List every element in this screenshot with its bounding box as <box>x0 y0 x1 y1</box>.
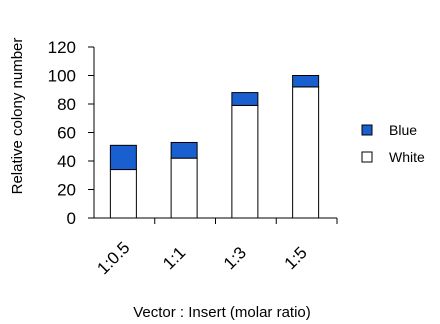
legend: Blue White <box>349 111 439 173</box>
y-tick-label: 60 <box>57 124 76 143</box>
y-tick-label: 100 <box>48 67 76 86</box>
legend-swatch-white <box>361 151 373 163</box>
bar-white-1 <box>109 169 137 219</box>
bar-blue-3 <box>231 92 259 106</box>
y-tick-label: 40 <box>57 152 76 171</box>
bar-white-3 <box>231 104 259 219</box>
legend-label-blue: Blue <box>389 122 417 138</box>
y-tick-label: 80 <box>57 95 76 114</box>
bar-white-2 <box>170 157 198 219</box>
x-tick-label: 1:0.5 <box>93 238 133 278</box>
x-tick-label: 1:5 <box>281 243 311 273</box>
y-tick-label: 0 <box>67 209 76 228</box>
legend-label-white: White <box>389 149 425 165</box>
x-axis-title: Vector : Insert (molar ratio) <box>133 304 311 321</box>
bar-white-4 <box>292 86 320 219</box>
bar-blue-1 <box>109 144 137 171</box>
y-tick-label: 20 <box>57 181 76 200</box>
bars <box>109 75 320 219</box>
bar-blue-4 <box>292 75 320 88</box>
x-tick-label: 1:1 <box>159 243 189 273</box>
x-ticks: 1:0.5 1:1 1:3 1:5 <box>93 218 338 278</box>
bar-blue-2 <box>170 141 198 159</box>
y-ticks: 0 20 40 60 80 100 120 <box>48 38 94 228</box>
y-axis-title: Relative colony number <box>9 38 26 195</box>
legend-swatch-blue <box>361 124 373 136</box>
y-tick-label: 120 <box>48 38 76 57</box>
x-tick-label: 1:3 <box>220 243 250 273</box>
